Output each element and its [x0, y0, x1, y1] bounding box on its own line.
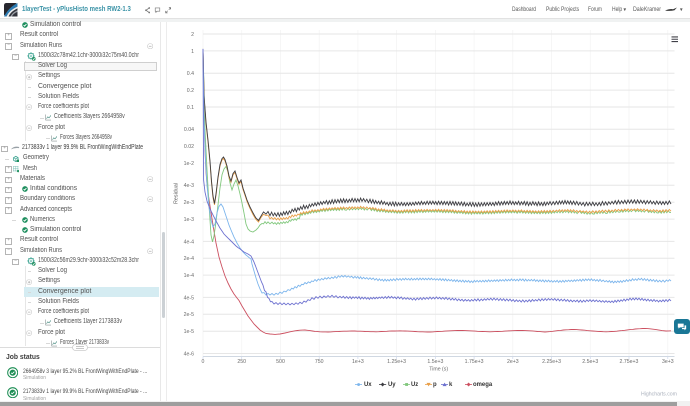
- svg-text:0.04: 0.04: [184, 127, 194, 133]
- svg-text:2: 2: [191, 32, 194, 38]
- svg-text:4e-4: 4e-4: [184, 239, 194, 245]
- svg-text:4e-3: 4e-3: [184, 183, 194, 189]
- svg-text:500: 500: [276, 359, 285, 365]
- svg-text:2e-4: 2e-4: [184, 256, 194, 262]
- svg-text:2.25e+3: 2.25e+3: [542, 359, 561, 365]
- svg-text:Highcharts.com: Highcharts.com: [641, 392, 677, 398]
- svg-text:1e+3: 1e+3: [352, 359, 364, 365]
- svg-text:4e-6: 4e-6: [184, 351, 194, 357]
- svg-text:1e-4: 1e-4: [184, 273, 194, 279]
- svg-text:4e-5: 4e-5: [184, 295, 194, 301]
- svg-text:0: 0: [202, 359, 205, 365]
- svg-text:3e+3: 3e+3: [662, 359, 674, 365]
- svg-text:0.02: 0.02: [184, 144, 194, 150]
- svg-text:750: 750: [315, 359, 324, 365]
- svg-text:1.75e+3: 1.75e+3: [465, 359, 484, 365]
- svg-text:1.5e+3: 1.5e+3: [427, 359, 443, 365]
- svg-text:2e-3: 2e-3: [184, 200, 194, 206]
- svg-text:1.25e+3: 1.25e+3: [387, 359, 406, 365]
- svg-text:1e-5: 1e-5: [184, 329, 194, 335]
- svg-text:0.2: 0.2: [187, 88, 194, 94]
- svg-text:Residual: Residual: [174, 183, 180, 204]
- svg-text:2.5e+3: 2.5e+3: [582, 359, 598, 365]
- svg-text:0.4: 0.4: [187, 71, 194, 77]
- svg-text:1e-2: 1e-2: [184, 161, 194, 167]
- svg-text:1: 1: [191, 49, 194, 55]
- svg-text:250: 250: [237, 359, 246, 365]
- svg-text:2e-5: 2e-5: [184, 312, 194, 318]
- svg-text:0.1: 0.1: [187, 105, 194, 111]
- svg-text:2.75e+3: 2.75e+3: [620, 359, 639, 365]
- svg-text:Time (s): Time (s): [429, 367, 448, 373]
- svg-text:1e-3: 1e-3: [184, 217, 194, 223]
- svg-text:2e+3: 2e+3: [507, 359, 519, 365]
